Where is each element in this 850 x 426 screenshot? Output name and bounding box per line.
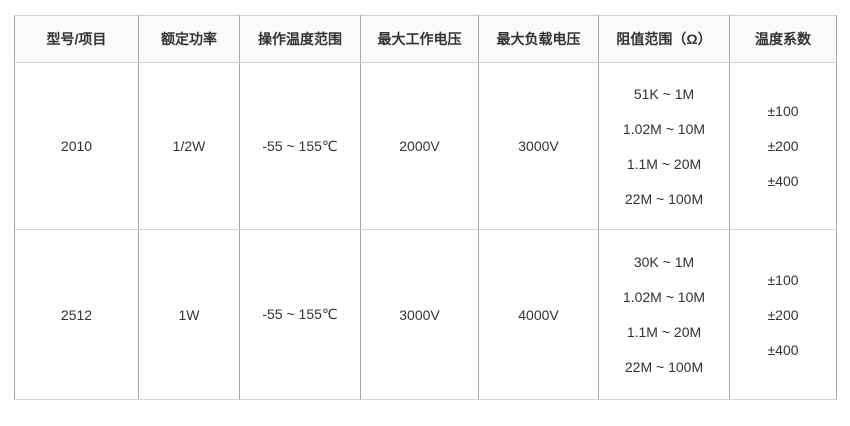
cell-model: 2010 <box>14 62 139 230</box>
cell-temp-coefficients: ±100 ±200 ±400 <box>729 62 837 230</box>
cell-model: 2512 <box>14 229 139 400</box>
cell-rated-power: 1W <box>138 229 240 400</box>
cell-max-overload-voltage: 3000V <box>478 62 599 230</box>
cell-operating-temp-range: -55 ~ 155℃ <box>239 229 361 400</box>
resistance-range-value: 1.1M ~ 20M <box>626 155 702 172</box>
resistance-range-value: 51K ~ 1M <box>633 85 695 102</box>
resistance-range-value: 1.02M ~ 10M <box>622 289 706 305</box>
resistance-range-value: 22M ~ 100M <box>624 190 704 207</box>
cell-operating-temp-range: -55 ~ 155℃ <box>239 62 361 230</box>
temp-coefficient-value: ±200 <box>767 138 799 154</box>
column-header-model: 型号/项目 <box>14 15 139 63</box>
column-header-resistance-range: 阻值范围（Ω） <box>598 15 730 63</box>
header-row: 型号/项目 额定功率 操作温度范围 最大工作电压 最大负载电压 阻值范围（Ω） … <box>14 15 837 63</box>
temp-coefficient-value: ±100 <box>767 271 799 288</box>
column-header-rated-power: 额定功率 <box>138 15 240 63</box>
temp-coefficient-value: ±200 <box>767 306 799 323</box>
resistor-spec-table: 型号/项目 额定功率 操作温度范围 最大工作电压 最大负载电压 阻值范围（Ω） … <box>14 15 837 400</box>
column-header-max-working-voltage: 最大工作电压 <box>360 15 479 63</box>
resistance-range-value: 30K ~ 1M <box>633 254 695 270</box>
cell-max-overload-voltage: 4000V <box>478 229 599 400</box>
cell-resistance-ranges: 51K ~ 1M 1.02M ~ 10M 1.1M ~ 20M 22M ~ 10… <box>598 62 730 230</box>
resistance-range-value: 22M ~ 100M <box>624 359 704 375</box>
column-header-max-overload-voltage: 最大负载电压 <box>478 15 599 63</box>
temp-coefficient-value: ±400 <box>767 341 799 358</box>
table-row: 2010 1/2W -55 ~ 155℃ 2000V 3000V 51K ~ 1… <box>14 62 837 230</box>
temp-coefficient-value: ±400 <box>767 173 799 189</box>
table-row: 2512 1W -55 ~ 155℃ 3000V 4000V 30K ~ 1M … <box>14 229 837 400</box>
cell-rated-power: 1/2W <box>138 62 240 230</box>
cell-max-working-voltage: 2000V <box>360 62 479 230</box>
cell-temp-coefficients: ±100 ±200 ±400 <box>729 229 837 400</box>
resistance-range-value: 1.02M ~ 10M <box>622 120 706 137</box>
column-header-temp-coefficient: 温度系数 <box>729 15 837 63</box>
cell-max-working-voltage: 3000V <box>360 229 479 400</box>
cell-resistance-ranges: 30K ~ 1M 1.02M ~ 10M 1.1M ~ 20M 22M ~ 10… <box>598 229 730 400</box>
column-header-operating-temp-range: 操作温度范围 <box>239 15 361 63</box>
temp-coefficient-value: ±100 <box>767 103 799 119</box>
resistance-range-value: 1.1M ~ 20M <box>626 324 702 340</box>
